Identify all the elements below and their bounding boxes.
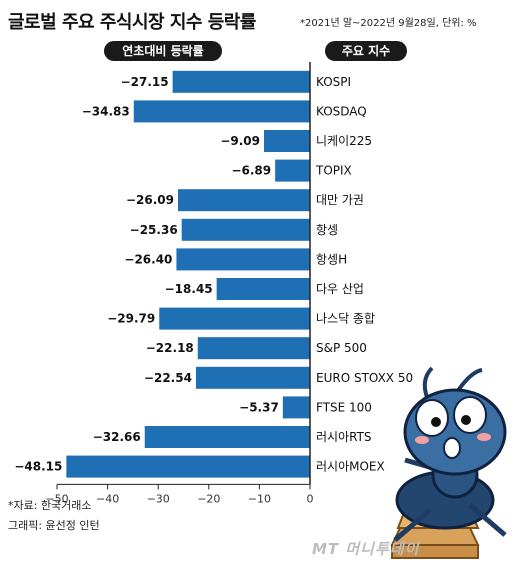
category-label: 나스닥 종합 — [316, 312, 375, 326]
value-label: −34.83 — [82, 104, 130, 118]
value-label: −9.09 — [220, 134, 260, 148]
category-label: EURO STOXX 50 — [316, 371, 413, 385]
value-label: −22.18 — [146, 341, 194, 355]
value-label: −18.45 — [165, 282, 213, 296]
bar — [181, 218, 310, 241]
chart-subtitle: *2021년 말~2022년 9월28일, 단위: % — [300, 18, 477, 29]
bar — [133, 100, 310, 123]
category-label: 니케이225 — [316, 134, 372, 148]
bar — [176, 248, 310, 271]
ytd-change-pill: 연초대비 등락률 — [104, 41, 222, 61]
bar — [159, 307, 310, 330]
category-label: KOSDAQ — [316, 104, 367, 118]
category-label: TOPIX — [315, 164, 352, 178]
value-label: −29.79 — [107, 312, 155, 326]
value-label: −25.36 — [130, 223, 178, 237]
x-tick-label: −10 — [248, 492, 271, 505]
bar — [177, 189, 310, 212]
bar — [264, 130, 310, 152]
graphic-credit: 그래픽: 윤선정 인턴 — [8, 519, 100, 532]
bar — [66, 455, 311, 478]
x-tick-label: −30 — [147, 492, 170, 505]
x-tick-label: −20 — [197, 492, 220, 505]
watermark: MT 머니투데이 — [312, 540, 420, 558]
value-label: −48.15 — [14, 460, 62, 474]
source-note: *자료: 한국거래소 — [8, 499, 92, 512]
major-index-pill: 주요 지수 — [325, 41, 407, 61]
chart-title: 글로벌 주요 주식시장 지수 등락률 — [8, 12, 256, 33]
category-label: 대만 가권 — [316, 193, 364, 207]
x-tick-label: 0 — [307, 492, 314, 505]
category-label: 항셍 — [316, 223, 338, 237]
bar — [172, 70, 310, 93]
value-label: −5.37 — [239, 400, 279, 414]
value-label: −22.54 — [144, 371, 192, 385]
x-tick-label: −40 — [96, 492, 119, 505]
bar — [282, 396, 310, 419]
value-label: −26.40 — [124, 252, 172, 266]
bar — [195, 366, 310, 389]
value-label: −27.15 — [121, 75, 169, 89]
bar — [275, 159, 310, 182]
x-tick-label: −50 — [45, 492, 68, 505]
category-label: 항셍H — [316, 252, 347, 266]
bar — [216, 278, 310, 300]
category-label: S&P 500 — [316, 341, 367, 355]
category-label: 러시아RTS — [316, 430, 372, 444]
category-label: 러시아MOEX — [316, 460, 385, 474]
value-label: −26.09 — [126, 193, 174, 207]
value-label: −6.89 — [231, 164, 271, 178]
value-label: −32.66 — [93, 430, 141, 444]
bar — [144, 426, 310, 448]
bar — [197, 337, 310, 360]
category-label: KOSPI — [316, 75, 351, 89]
category-label: FTSE 100 — [316, 400, 372, 414]
category-label: 다우 산업 — [316, 282, 364, 296]
